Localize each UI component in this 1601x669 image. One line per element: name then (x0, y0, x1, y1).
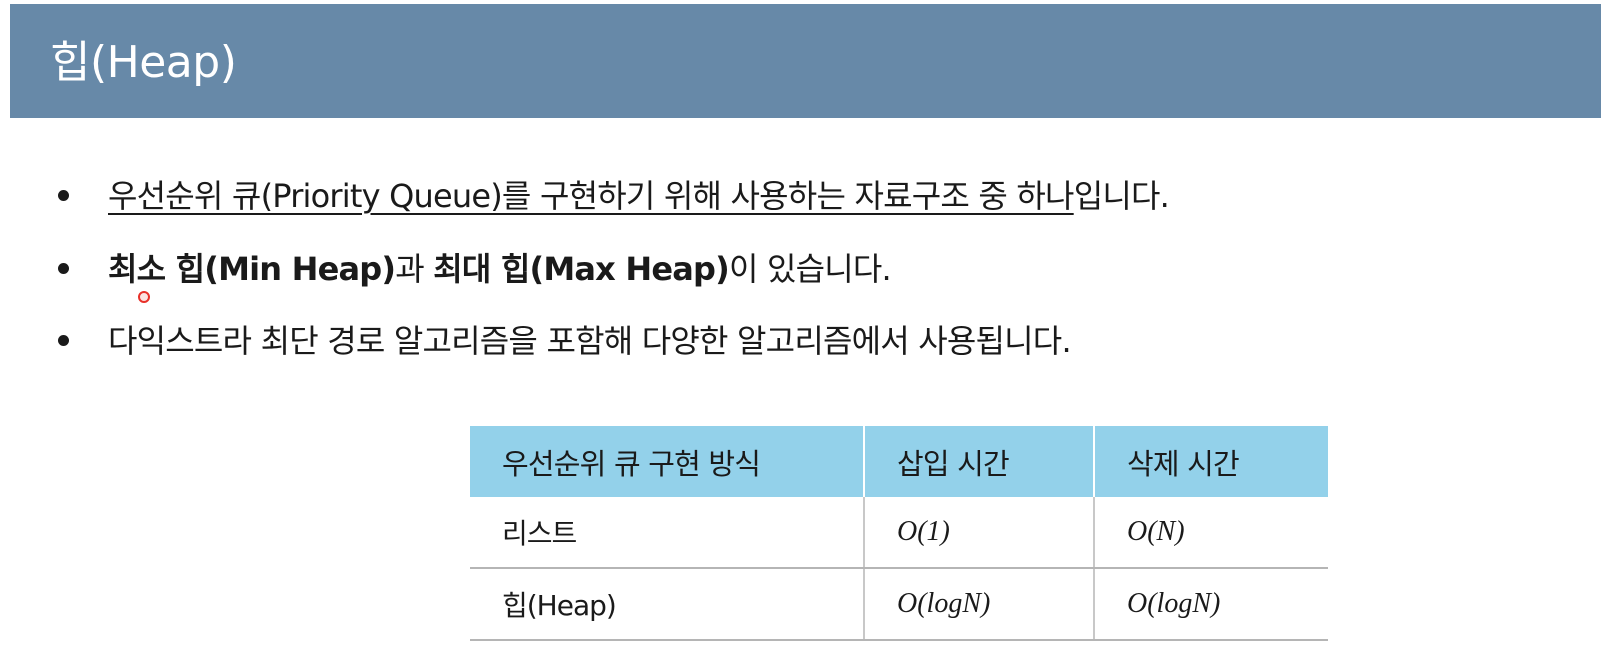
bullet-text-suffix: 입니다. (1073, 177, 1170, 215)
bullet-item: 다익스트라 최단 경로 알고리즘을 포함해 다양한 알고리즘에서 사용됩니다. (58, 316, 1072, 366)
min-heap-term: 최소 힙(Min Heap) (108, 250, 396, 288)
bullet-icon (58, 334, 69, 346)
header-cell-delete-time: 삭제 시간 (1093, 426, 1328, 497)
table-cell-insert: O(1) (863, 497, 1094, 569)
bullet-item: 최소 힙(Min Heap)과 최대 힙(Max Heap)이 있습니다. (58, 244, 892, 294)
bullet-icon (58, 189, 69, 201)
table-header-row: 우선순위 큐 구현 방식 삽입 시간 삭제 시간 (470, 426, 1328, 497)
table-cell-method: 리스트 (470, 497, 864, 569)
table-row: 리스트 O(1) O(N) (470, 497, 1328, 569)
table-row: 힙(Heap) O(logN) O(logN) (470, 568, 1328, 641)
page-title: 힙(Heap) (50, 37, 237, 88)
bullet-icon (58, 262, 69, 274)
bullet-text: 과 (395, 250, 434, 288)
header-cell-insert-time: 삽입 시간 (863, 426, 1094, 497)
priority-queue-table: 우선순위 큐 구현 방식 삽입 시간 삭제 시간 리스트 O(1) O(N) 힙… (470, 426, 1328, 641)
bullet-item: 우선순위 큐(Priority Queue)를 구현하기 위해 사용하는 자료구… (58, 171, 1170, 221)
mouse-pointer-icon (138, 291, 150, 303)
bullet-text: 다익스트라 최단 경로 알고리즘을 포함해 다양한 알고리즘에서 사용됩니다. (108, 322, 1072, 360)
bullet-text: 이 있습니다. (728, 250, 892, 288)
bullet-text-underlined: 우선순위 큐(Priority Queue)를 구현하기 위해 사용하는 자료구… (108, 177, 1074, 215)
table-cell-delete: O(logN) (1093, 568, 1328, 641)
table-cell-delete: O(N) (1093, 497, 1328, 569)
header-cell-implementation: 우선순위 큐 구현 방식 (470, 426, 864, 497)
max-heap-term: 최대 힙(Max Heap) (433, 250, 730, 288)
table-cell-method: 힙(Heap) (470, 568, 864, 641)
table-cell-insert: O(logN) (863, 568, 1094, 641)
title-bar: 힙(Heap) (10, 4, 1601, 118)
